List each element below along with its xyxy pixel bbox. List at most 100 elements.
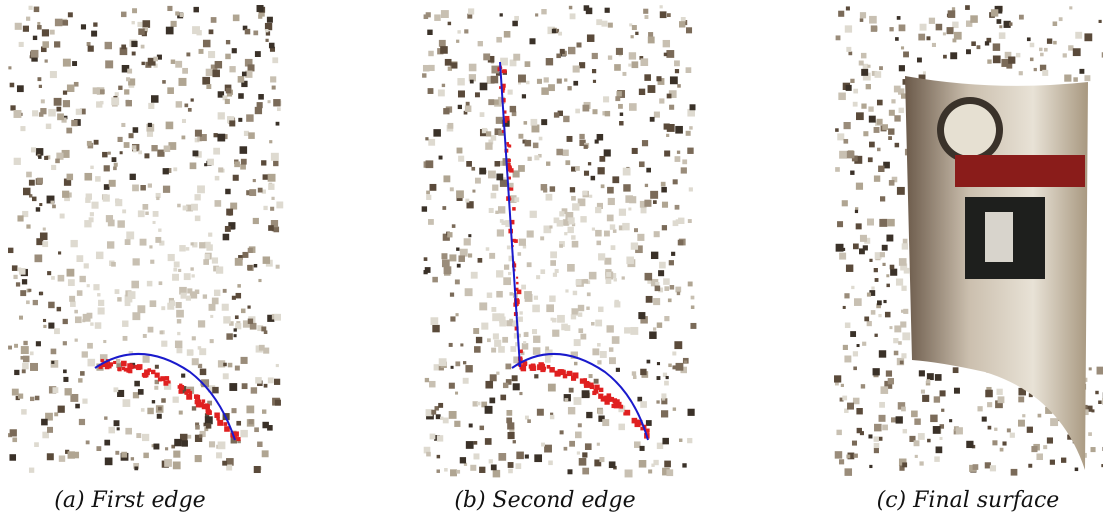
point bbox=[649, 331, 657, 339]
point bbox=[125, 99, 132, 107]
point bbox=[428, 50, 434, 57]
point bbox=[167, 302, 175, 310]
point bbox=[235, 292, 242, 299]
point bbox=[65, 449, 70, 454]
point bbox=[102, 151, 108, 158]
point bbox=[639, 200, 647, 208]
point bbox=[438, 402, 444, 408]
point bbox=[567, 86, 572, 91]
point bbox=[1028, 463, 1033, 468]
point bbox=[15, 282, 21, 287]
point bbox=[485, 247, 490, 251]
point bbox=[898, 65, 905, 72]
point bbox=[1026, 37, 1031, 42]
point bbox=[201, 399, 206, 403]
point bbox=[32, 110, 39, 117]
point bbox=[530, 118, 538, 126]
point bbox=[1018, 387, 1027, 396]
point bbox=[105, 60, 114, 69]
point bbox=[98, 299, 105, 307]
point bbox=[149, 245, 153, 249]
point bbox=[509, 219, 515, 225]
poster bbox=[985, 212, 1013, 262]
point bbox=[896, 16, 901, 20]
point bbox=[510, 346, 517, 352]
point bbox=[9, 454, 17, 461]
point bbox=[479, 425, 485, 431]
point bbox=[29, 396, 35, 402]
point bbox=[1039, 47, 1043, 52]
point bbox=[244, 28, 251, 35]
point bbox=[205, 423, 212, 429]
point bbox=[438, 358, 447, 367]
point bbox=[267, 377, 274, 384]
point bbox=[244, 58, 253, 67]
caption: (a) First edge bbox=[54, 488, 206, 513]
point bbox=[615, 367, 620, 372]
point bbox=[225, 188, 231, 195]
point bbox=[869, 464, 873, 469]
point bbox=[18, 315, 23, 320]
point bbox=[499, 316, 506, 323]
point bbox=[596, 442, 600, 446]
point bbox=[267, 314, 275, 322]
edge-curve bbox=[94, 352, 236, 441]
point bbox=[564, 78, 568, 82]
point bbox=[919, 23, 927, 31]
point bbox=[52, 387, 59, 394]
point bbox=[258, 10, 265, 17]
point bbox=[520, 365, 525, 370]
point bbox=[114, 289, 120, 294]
point bbox=[834, 375, 842, 383]
point bbox=[175, 11, 180, 16]
point bbox=[540, 269, 546, 274]
point bbox=[986, 37, 992, 43]
point bbox=[878, 165, 885, 172]
point bbox=[234, 365, 240, 371]
point bbox=[891, 99, 896, 104]
point bbox=[230, 202, 238, 210]
point bbox=[666, 469, 674, 477]
point bbox=[629, 103, 637, 111]
point bbox=[202, 76, 211, 85]
point bbox=[262, 256, 271, 264]
point bbox=[124, 300, 131, 307]
point bbox=[270, 220, 279, 228]
point bbox=[456, 190, 464, 199]
point bbox=[631, 61, 639, 69]
point bbox=[942, 32, 946, 36]
point bbox=[655, 281, 660, 287]
point bbox=[965, 5, 970, 10]
point bbox=[878, 436, 883, 441]
point bbox=[437, 89, 445, 97]
point bbox=[266, 16, 273, 23]
point bbox=[848, 51, 853, 56]
point bbox=[644, 15, 649, 19]
point bbox=[493, 99, 499, 105]
point bbox=[591, 322, 595, 326]
point bbox=[426, 194, 432, 200]
point bbox=[563, 221, 569, 226]
point bbox=[1098, 19, 1102, 23]
point bbox=[223, 362, 227, 367]
point bbox=[648, 32, 654, 38]
point bbox=[524, 454, 529, 459]
point bbox=[472, 401, 478, 407]
point bbox=[647, 85, 656, 93]
point bbox=[496, 36, 502, 43]
point bbox=[483, 53, 491, 61]
point bbox=[54, 412, 59, 417]
point bbox=[508, 271, 512, 276]
point bbox=[194, 129, 202, 137]
point bbox=[853, 453, 858, 458]
point bbox=[217, 133, 226, 142]
point bbox=[509, 318, 513, 323]
point bbox=[852, 243, 859, 250]
point bbox=[93, 139, 99, 145]
point bbox=[113, 166, 117, 171]
point bbox=[425, 409, 433, 417]
point bbox=[111, 157, 117, 163]
point bbox=[548, 460, 553, 466]
point bbox=[653, 298, 661, 306]
point bbox=[543, 225, 552, 234]
